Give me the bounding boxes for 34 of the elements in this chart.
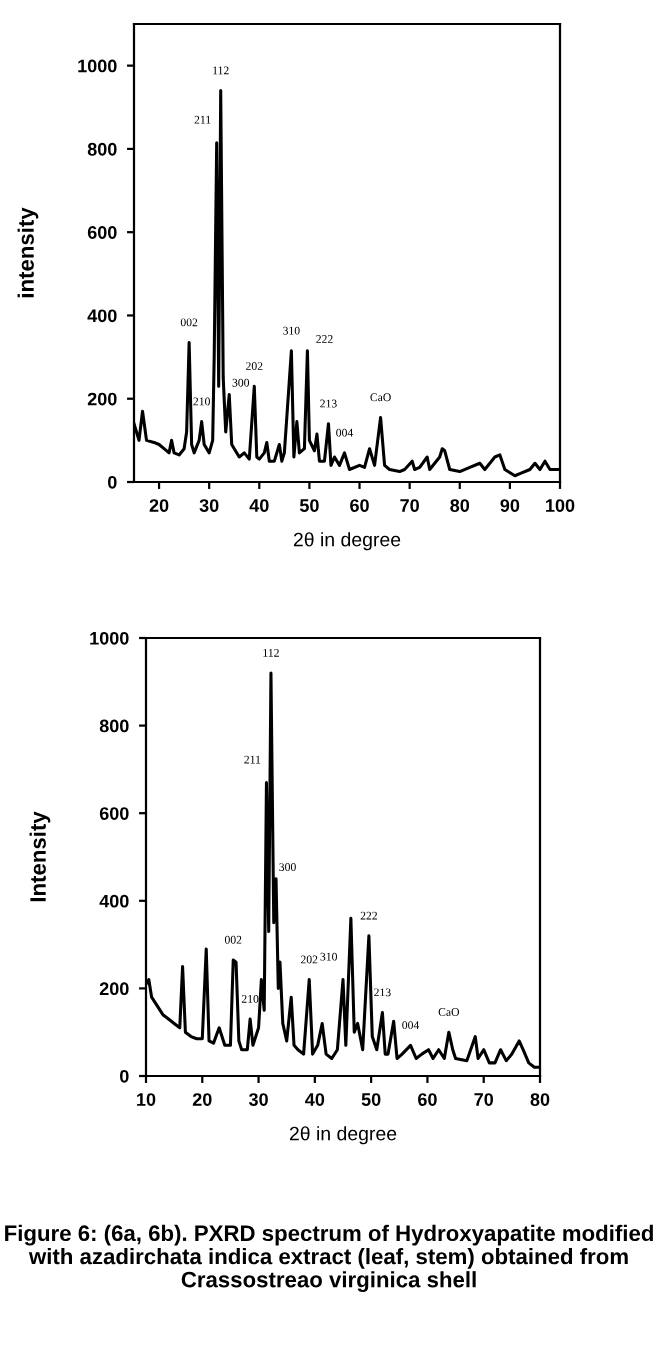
x-tick-label: 50 (299, 499, 319, 512)
y-tick-label: 800 (99, 719, 129, 733)
x-tick-label: 80 (450, 499, 470, 512)
x-tick-label: 10 (137, 1093, 156, 1106)
x-tick-label: 20 (149, 499, 169, 512)
y-tick-label: 600 (87, 226, 117, 239)
y-tick-label: 200 (87, 392, 117, 406)
y-tick-label: 200 (99, 982, 129, 996)
x-tick-label: 70 (400, 499, 419, 512)
x-tick-label: 30 (248, 1093, 268, 1106)
y-tick-label: 600 (99, 807, 129, 820)
x-tick-label: 100 (546, 499, 575, 512)
x-tick-label: 80 (530, 1093, 550, 1106)
x-tick-label: 40 (305, 1093, 325, 1106)
y-axis-title: Intensity (29, 811, 51, 902)
y-tick-label: 0 (108, 475, 117, 489)
y-tick-label: 1000 (90, 631, 129, 645)
x-tick-label: 30 (199, 499, 219, 512)
x-axis-title: 2θ in degree (289, 1126, 397, 1145)
y-tick-label: 400 (87, 309, 117, 323)
y-tick-label: 800 (87, 142, 117, 156)
x-axis-title: 2θ in degree (293, 532, 401, 551)
y-axis-title: intensity (17, 207, 39, 298)
x-tick-label: 50 (361, 1093, 381, 1106)
x-tick-label: 60 (350, 499, 369, 512)
x-tick-label: 90 (500, 499, 520, 512)
y-tick-label: 1000 (78, 59, 117, 73)
caption: Figure 6: (6a, 6b). PXRD spectrum of Hydroxyapatite modified with azadirchata indica extract (leaf, stem) obtained from Crassostreao virginica shell (5, 1224, 653, 1292)
x-tick-label: 20 (192, 1093, 212, 1106)
x-tick-label: 40 (249, 499, 269, 512)
y-tick-label: 0 (120, 1069, 129, 1083)
x-tick-label: 60 (418, 1093, 437, 1106)
x-tick-label: 70 (474, 1093, 494, 1106)
y-tick-label: 400 (99, 894, 129, 908)
